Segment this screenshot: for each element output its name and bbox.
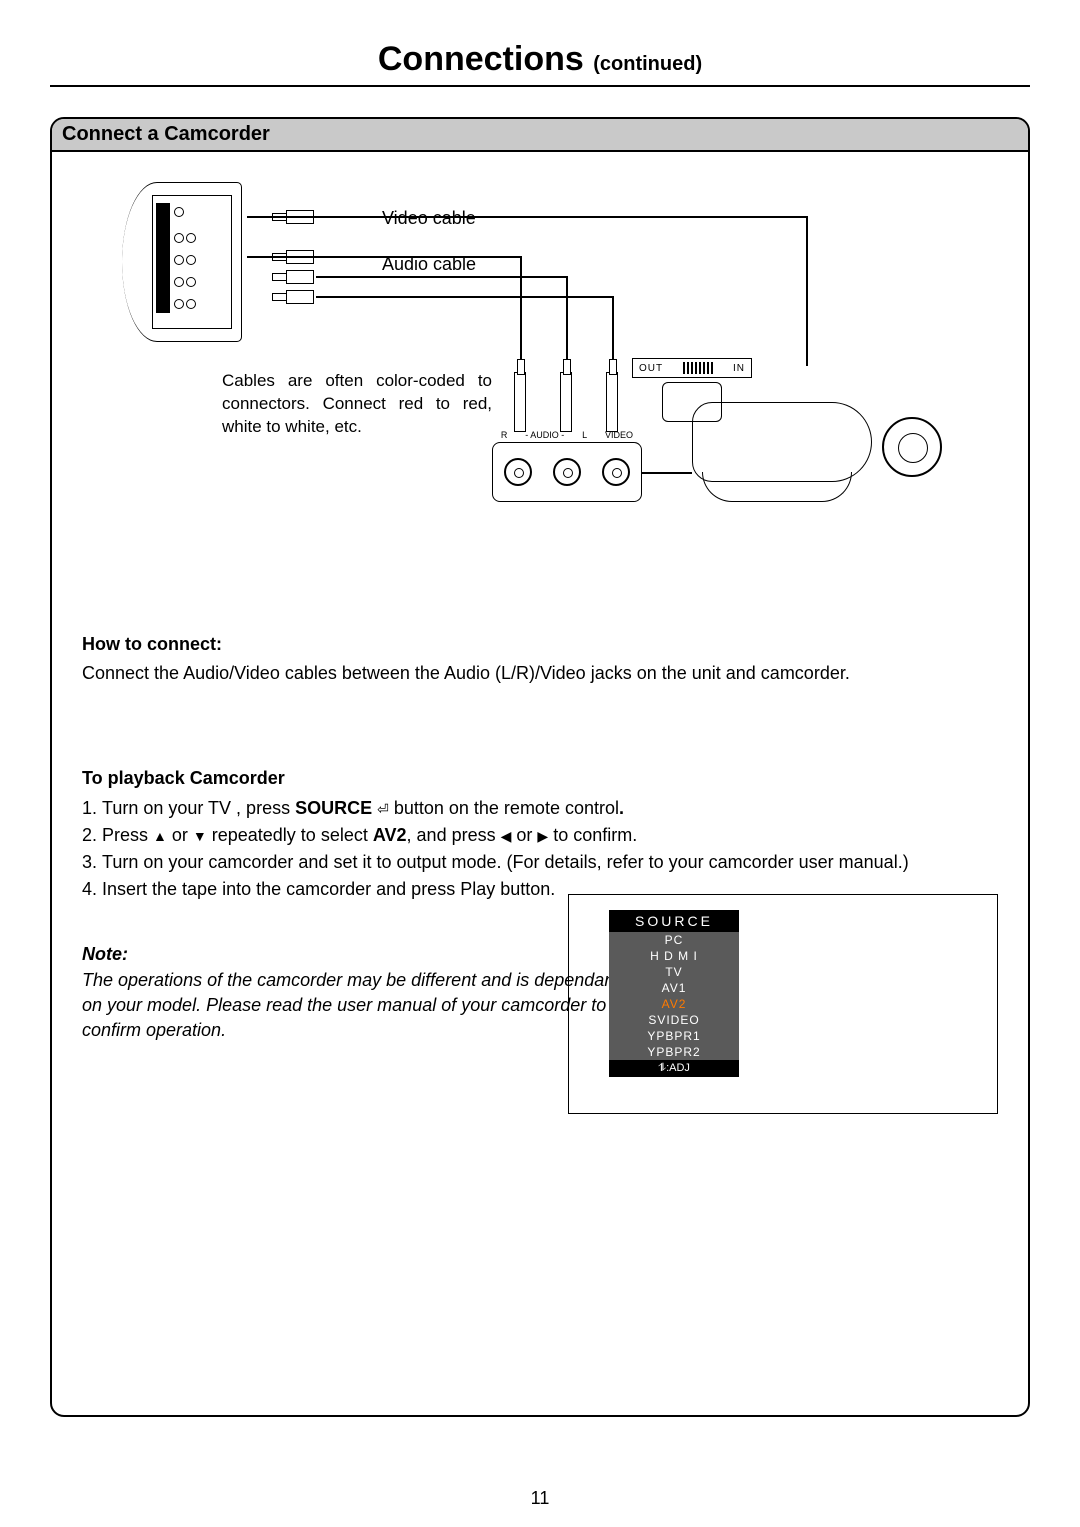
source-menu: SOURCE PCH D M ITVAV1AV2SVIDEOYPBPR1YPBP… [609, 910, 739, 1077]
rca-jack-icon [602, 458, 630, 486]
howto-title: How to connect: [82, 632, 998, 657]
note-text: The operations of the camcorder may be d… [82, 968, 642, 1044]
tv-screen-frame: SOURCE PCH D M ITVAV1AV2SVIDEOYPBPR1YPBP… [568, 894, 998, 1114]
source-menu-footer: ⥮:ADJ [609, 1060, 739, 1077]
step-1: Turn on your TV , press SOURCE ⏎ button … [102, 796, 998, 821]
source-menu-item: PC [609, 932, 739, 948]
out-in-strip: OUT IN [632, 358, 752, 378]
howto-text: Connect the Audio/Video cables between t… [82, 661, 998, 686]
page-number: 11 [0, 1488, 1080, 1509]
jack-label-video: VIDEO [605, 430, 633, 440]
connection-diagram: Video cable Audio cable Cables are often… [72, 172, 1008, 602]
rca-jack-icon [553, 458, 581, 486]
audio-cable-label: Audio cable [382, 254, 476, 275]
playback-steps: Turn on your TV , press SOURCE ⏎ button … [102, 796, 998, 903]
title-main: Connections [378, 40, 584, 78]
playback-title: To playback Camcorder [82, 766, 998, 791]
tv-back-panel [122, 182, 242, 342]
section-header: Connect a Camcorder [52, 119, 1028, 152]
source-menu-item: YPBPR1 [609, 1028, 739, 1044]
content-box: Connect a Camcorder Video cabl [50, 117, 1030, 1417]
tape-bars-icon [683, 362, 713, 374]
jack-label-l: L [582, 430, 587, 440]
title-sub: (continued) [593, 53, 702, 75]
source-menu-item: AV1 [609, 980, 739, 996]
video-cable-label: Video cable [382, 208, 476, 229]
av-jack-block [492, 442, 642, 502]
rca-plug-icon [606, 372, 618, 432]
source-menu-item: H D M I [609, 948, 739, 964]
rca-plug-icon [272, 290, 316, 302]
right-arrow-icon: ▶ [537, 828, 548, 844]
in-label: IN [733, 363, 745, 374]
source-menu-item: YPBPR2 [609, 1044, 739, 1060]
source-menu-item: SVIDEO [609, 1012, 739, 1028]
note-title: Note: [82, 942, 642, 967]
up-arrow-icon: ▲ [153, 828, 167, 844]
source-button-icon: ⏎ [377, 801, 389, 817]
step-2: Press ▲ or ▼ repeatedly to select AV2, a… [102, 823, 998, 848]
camcorder-icon [662, 382, 942, 512]
rca-jack-icon [504, 458, 532, 486]
step-3: Turn on your camcorder and set it to out… [102, 850, 998, 875]
jack-labels: R - AUDIO - L VIDEO [492, 430, 642, 440]
down-arrow-icon: ▼ [193, 828, 207, 844]
rca-plug-icon [514, 372, 526, 432]
source-menu-item: AV2 [609, 996, 739, 1012]
source-menu-item: TV [609, 964, 739, 980]
adj-arrows-icon: ⥮ [658, 1062, 666, 1074]
left-arrow-icon: ◀ [501, 828, 512, 844]
cable-tip-text: Cables are often color-coded to connecto… [222, 370, 492, 439]
rca-plug-icon [560, 372, 572, 432]
jack-label-r: R [501, 430, 508, 440]
rca-plug-icon [272, 270, 316, 282]
page-title: Connections (continued) [50, 40, 1030, 87]
source-menu-header: SOURCE [609, 910, 739, 932]
out-label: OUT [639, 363, 663, 374]
note-block: Note: The operations of the camcorder ma… [82, 942, 642, 1043]
jack-label-audio: - AUDIO - [525, 430, 564, 440]
